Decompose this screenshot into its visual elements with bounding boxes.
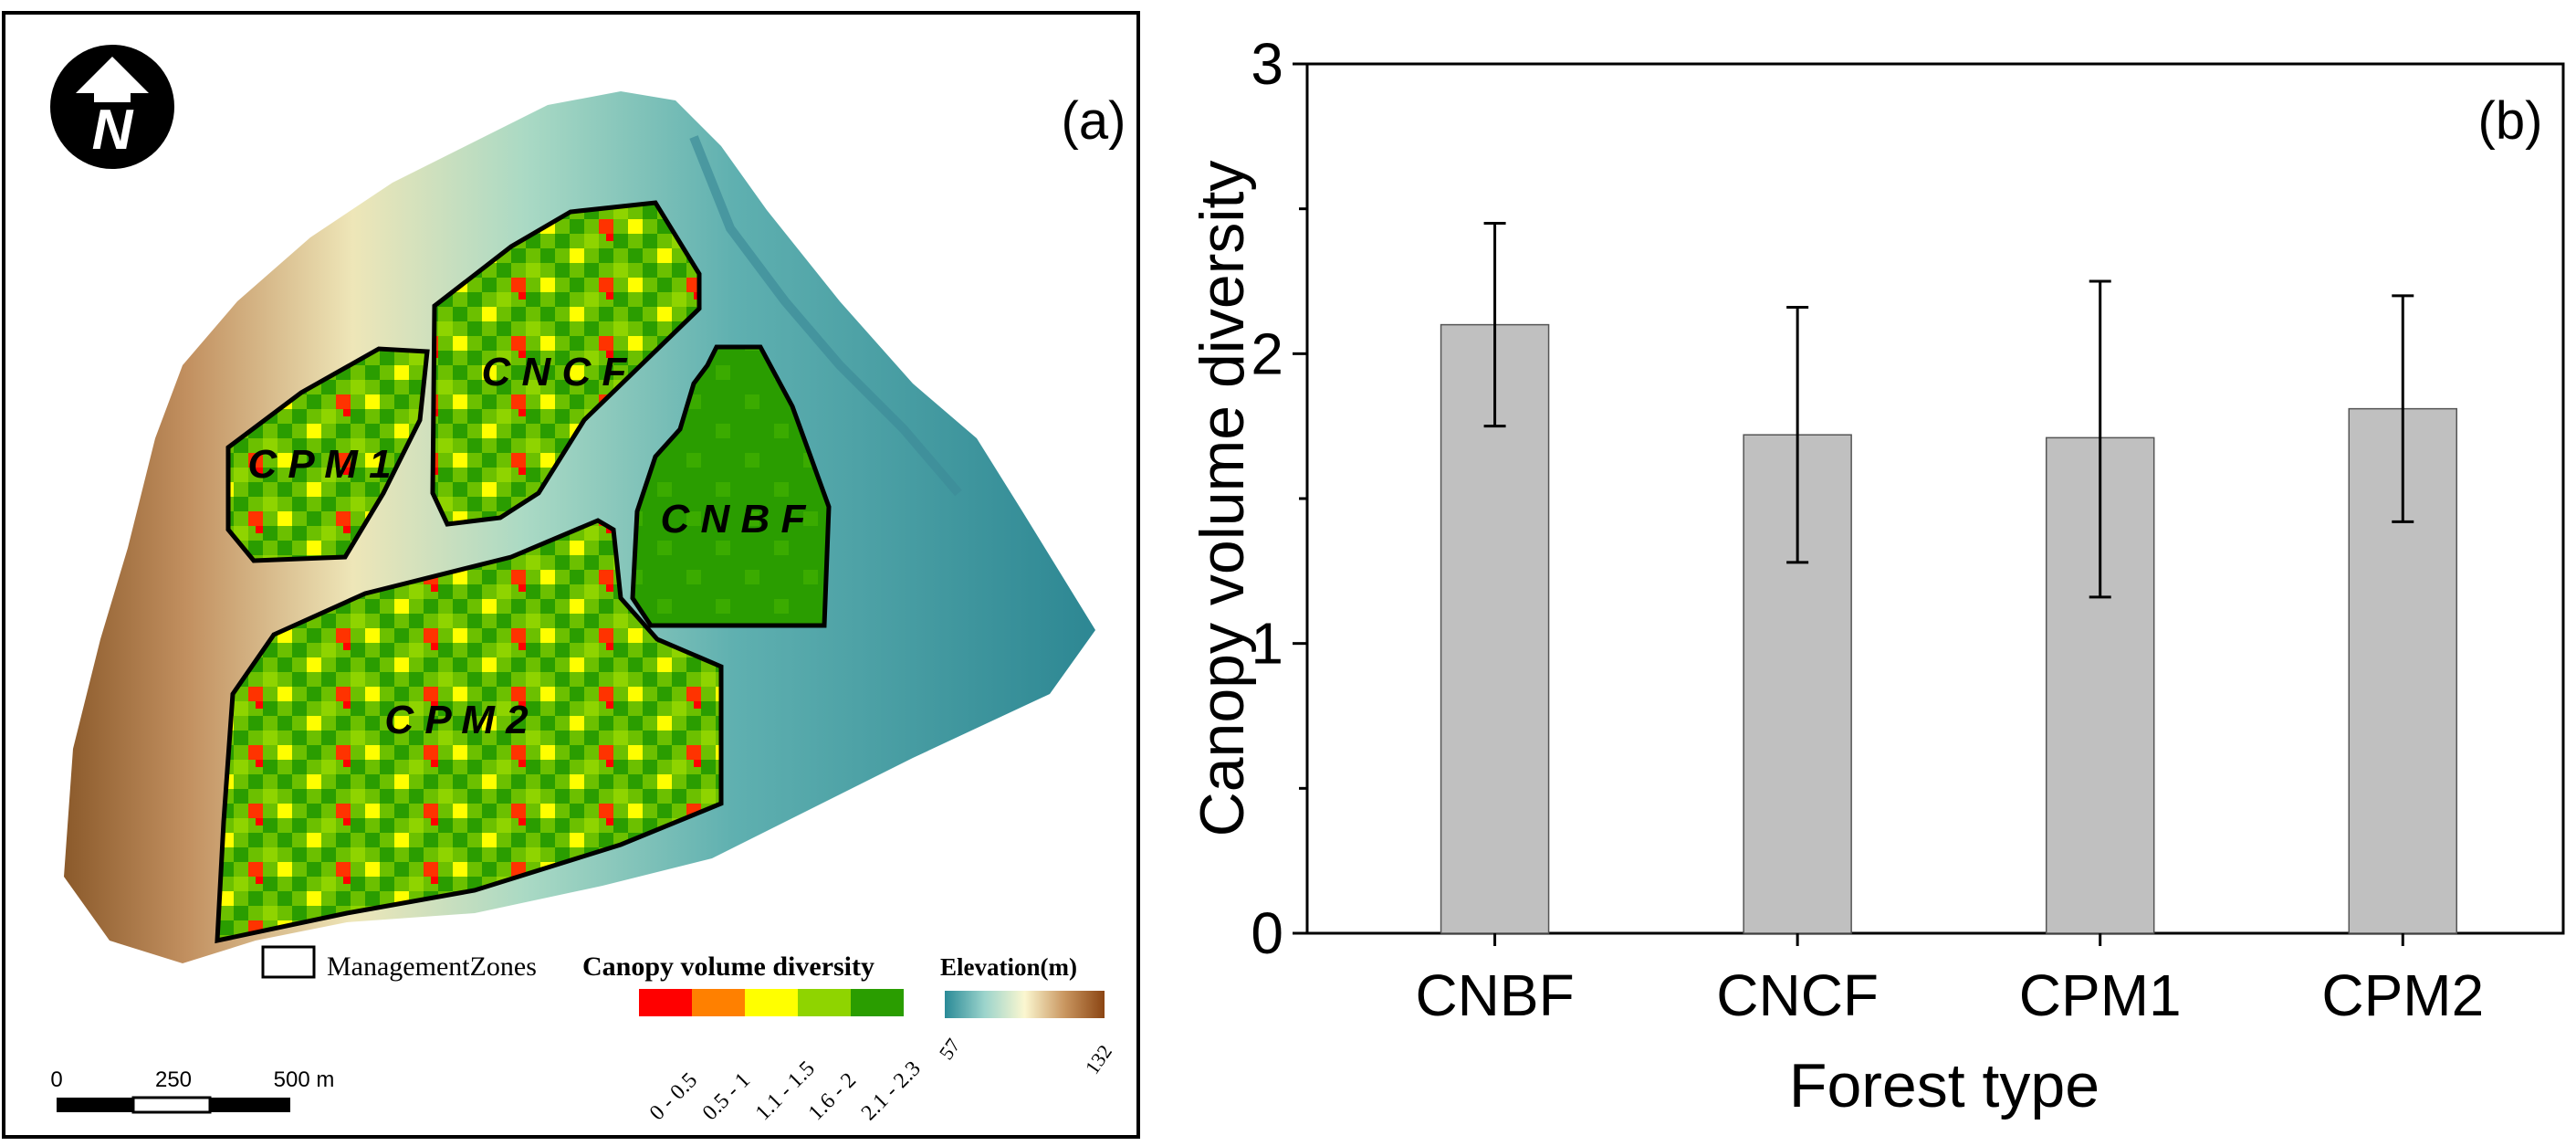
management-zone-swatch [261, 945, 316, 979]
diversity-swatch-3 [798, 989, 851, 1016]
y-tick-label-2: 2 [1251, 321, 1283, 386]
diversity-swatch-0 [639, 989, 692, 1016]
zone-cpm2 [215, 518, 724, 944]
zone-label-cpm2: C P M 2 [384, 698, 529, 742]
y-axis: 0 1 2 3 [1251, 31, 1307, 966]
diversity-legend-title: Canopy volume diversity [582, 951, 874, 982]
bars [1440, 222, 2458, 934]
zone-label-cncf: C N C F [482, 350, 628, 394]
y-tick-label-3: 3 [1251, 31, 1283, 97]
zone-cncf [430, 200, 702, 527]
north-arrow-letter: N [92, 99, 134, 162]
panel-a-label: (a) [1062, 91, 1126, 151]
diversity-swatch-1 [692, 989, 745, 1016]
zone-cnbf [630, 344, 832, 628]
zone-label-cpm1: C P M 1 [247, 442, 391, 487]
zone-label-cnbf: C N B F [661, 497, 807, 541]
x-axis: CNBF CNCF CPM1 CPM2 [1415, 933, 2484, 1028]
x-tick-label-cpm2: CPM2 [2321, 962, 2484, 1028]
y-tick-label-0: 0 [1251, 900, 1283, 966]
scale-tick-0: 0 [50, 1067, 62, 1092]
x-tick-label-cpm1: CPM1 [2019, 962, 2182, 1028]
management-zones-label: ManagementZones [327, 951, 537, 982]
diversity-swatch-2 [745, 989, 798, 1016]
river [689, 135, 962, 497]
diversity-swatch-4 [851, 989, 904, 1016]
elevation-legend-title: Elevation(m) [940, 953, 1077, 981]
scale-tick-250: 250 [155, 1067, 192, 1092]
scale-bar: 0 250 500 m [50, 1067, 335, 1114]
y-tick-label-1: 1 [1251, 611, 1283, 677]
zone-cpm1 [225, 346, 430, 563]
panel-b-chart: (b) 0 1 2 3 CNBF CNCF CPM1 CPM2 Forest type Ca… [1188, 31, 2565, 1120]
elevation-colorbar [945, 991, 1105, 1018]
x-tick-label-cncf: CNCF [1716, 962, 1879, 1028]
y-axis-label: Canopy volume diversity [1188, 161, 1257, 837]
north-arrow-icon: N [50, 45, 174, 169]
panel-a-map: C P M 1 C N C F C N B F C P M 2 N (a) Ma… [2, 11, 1140, 1139]
panel-b-label: (b) [2478, 91, 2543, 151]
x-axis-label: Forest type [1789, 1051, 2100, 1120]
x-tick-label-cnbf: CNBF [1415, 962, 1574, 1028]
scale-tick-500: 500 m [274, 1067, 335, 1092]
